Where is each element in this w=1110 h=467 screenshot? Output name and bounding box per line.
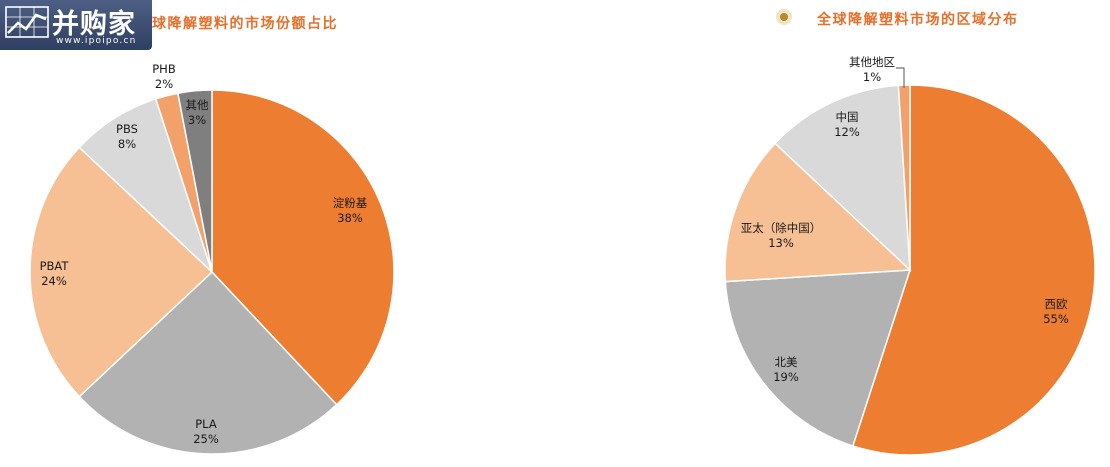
left-pie-label-2: PBAT [40, 259, 70, 273]
site-logo[interactable]: 并购家 www.ipoipo.cn [0, 0, 152, 50]
left-pie-label-4: PHB [152, 62, 176, 76]
left-pie-slice-0 [211, 89, 395, 406]
left-pie-slice-5 [177, 89, 213, 273]
left-pie-label-5: 其他 [186, 98, 209, 112]
right-pie-label-3: 中国 [836, 110, 859, 124]
right-pie-label-0: 西欧 [1045, 297, 1068, 311]
chart-grid-icon [5, 6, 49, 38]
left-pie-percent-1: 25% [193, 432, 219, 446]
target-icon [776, 9, 792, 25]
logo-name: 并购家 [52, 9, 136, 40]
left-pie-label-1: PLA [195, 417, 217, 431]
left-pie-percent-4: 2% [155, 77, 173, 91]
left-pie-slice-2 [29, 146, 214, 398]
right-pie-percent-0: 55% [1043, 312, 1069, 326]
right-pie-label-2: 亚太（除中国） [741, 221, 822, 235]
right-pie-percent-2: 13% [768, 236, 794, 250]
left-pie-percent-2: 24% [41, 274, 67, 288]
right-chart-title: 全球降解塑料市场的区域分布 [817, 12, 1019, 28]
left-chart-title: 球降解塑料的市场份额占比 [152, 16, 338, 32]
right-pie-label-4: 其他地区 [849, 55, 895, 69]
right-pie-percent-4: 1% [863, 70, 881, 84]
right-pie-slice-0 [851, 84, 1096, 456]
right-pie-percent-1: 19% [773, 370, 799, 384]
logo-url: www.ipoipo.cn [56, 36, 137, 46]
right-pie-label-1: 北美 [775, 355, 798, 369]
left-pie-label-3: PBS [116, 122, 138, 136]
right-pie-slice-1 [724, 269, 912, 447]
right-pie-slice-3 [774, 84, 911, 272]
left-pie-percent-0: 38% [337, 211, 363, 225]
left-pie-percent-3: 8% [118, 137, 136, 151]
left-pie-percent-5: 3% [188, 113, 206, 127]
left-pie-slice-1 [78, 270, 338, 455]
left-pie-label-0: 淀粉基 [333, 196, 368, 210]
right-pie-slice-2 [724, 142, 912, 283]
left-pie-slice-3 [78, 97, 213, 273]
right-pie-percent-3: 12% [834, 125, 860, 139]
right-pie-leader-line [896, 67, 905, 88]
